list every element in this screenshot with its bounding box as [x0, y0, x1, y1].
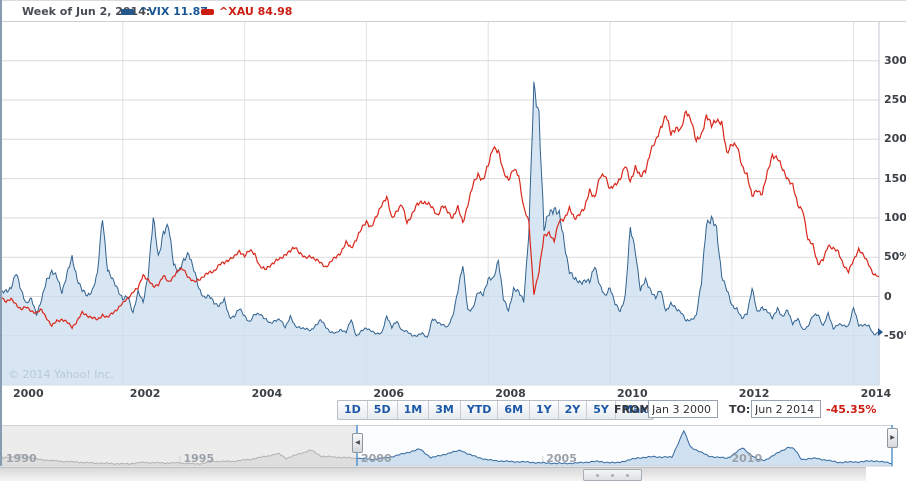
y-axis-tick-label: 0 — [884, 289, 892, 303]
navigator-year-label: 1995 — [183, 452, 215, 465]
from-date-input[interactable] — [648, 400, 718, 418]
xau-legend-label: ^XAU 84.98 — [219, 5, 293, 18]
y-axis-tick-label: 200% — [884, 132, 906, 146]
navigator-right-handle[interactable]: ▶ — [887, 428, 898, 448]
y-axis-tick-label: 50% — [884, 250, 906, 264]
x-axis-year-label: 2008 — [495, 387, 526, 400]
yahoo-watermark: © 2014 Yahoo! Inc. — [8, 368, 115, 381]
range-button-group: 1D 5D 1M 3M YTD 6M 1Y 2Y 5Y Max — [337, 400, 655, 420]
thumb-grip-dot — [596, 473, 599, 477]
y-axis-tick-label: -50% — [884, 328, 906, 342]
top-border — [0, 0, 906, 1]
vix-legend-swatch-icon — [121, 9, 134, 15]
range-button-1m[interactable]: 1M — [398, 401, 430, 419]
navigator-year-label: 2000 — [361, 452, 392, 465]
vix-legend-label: ^VIX 11.87 — [139, 5, 208, 18]
x-axis-year-label: 2000 — [13, 387, 44, 400]
range-button-5d[interactable]: 5D — [368, 401, 398, 419]
change-percent-badge: -45.35% — [826, 403, 877, 416]
to-label: TO: — [729, 403, 751, 416]
range-button-5y[interactable]: 5Y — [587, 401, 616, 419]
range-button-3m[interactable]: 3M — [429, 401, 461, 419]
range-button-max[interactable]: Max — [621, 403, 648, 416]
y-axis-tick-label: 250% — [884, 93, 906, 106]
x-axis-year-label: 2014 — [860, 387, 892, 400]
range-button-6m[interactable]: 6M — [498, 401, 531, 419]
navigator-left-handle[interactable]: ◀ — [352, 433, 363, 453]
range-button-ytd[interactable]: YTD — [461, 401, 499, 419]
x-axis-year-label: 2010 — [617, 387, 648, 400]
x-axis-year-label: 2004 — [251, 387, 283, 400]
to-date-input[interactable] — [751, 400, 821, 418]
scrollbar-track[interactable] — [0, 467, 866, 481]
range-button-2y[interactable]: 2Y — [559, 401, 588, 419]
navigator-year-label: 2005 — [546, 452, 577, 465]
chart-plot-area[interactable] — [2, 22, 879, 385]
y-axis-tick-label: 300% — [884, 53, 906, 67]
y-axis-tick-label: 150% — [884, 171, 906, 185]
from-label: FROM: — [614, 403, 655, 416]
navigator-year-label: 1990 — [6, 452, 37, 465]
navigator-year-label: 2010 — [731, 452, 763, 465]
thumb-grip-dot — [626, 473, 629, 477]
date-range-label: Week of Jun 2, 2014: — [22, 5, 151, 18]
range-button-1y[interactable]: 1Y — [530, 401, 559, 419]
x-axis-year-label: 2012 — [738, 387, 770, 400]
range-button-1d[interactable]: 1D — [338, 401, 368, 419]
chart-header: Week of Jun 2, 2014: ^VIX 11.87 ^XAU 84.… — [0, 1, 906, 22]
x-axis-year-label: 2006 — [373, 387, 405, 400]
scrollbar-thumb[interactable] — [583, 469, 642, 481]
navigator-selection-region[interactable] — [357, 426, 892, 466]
left-border — [0, 0, 2, 466]
thumb-grip-dot — [611, 473, 614, 477]
x-axis-year-label: 2002 — [129, 387, 161, 400]
y-axis-tick-label: 100% — [884, 210, 906, 224]
xau-legend-swatch-icon — [201, 9, 214, 15]
